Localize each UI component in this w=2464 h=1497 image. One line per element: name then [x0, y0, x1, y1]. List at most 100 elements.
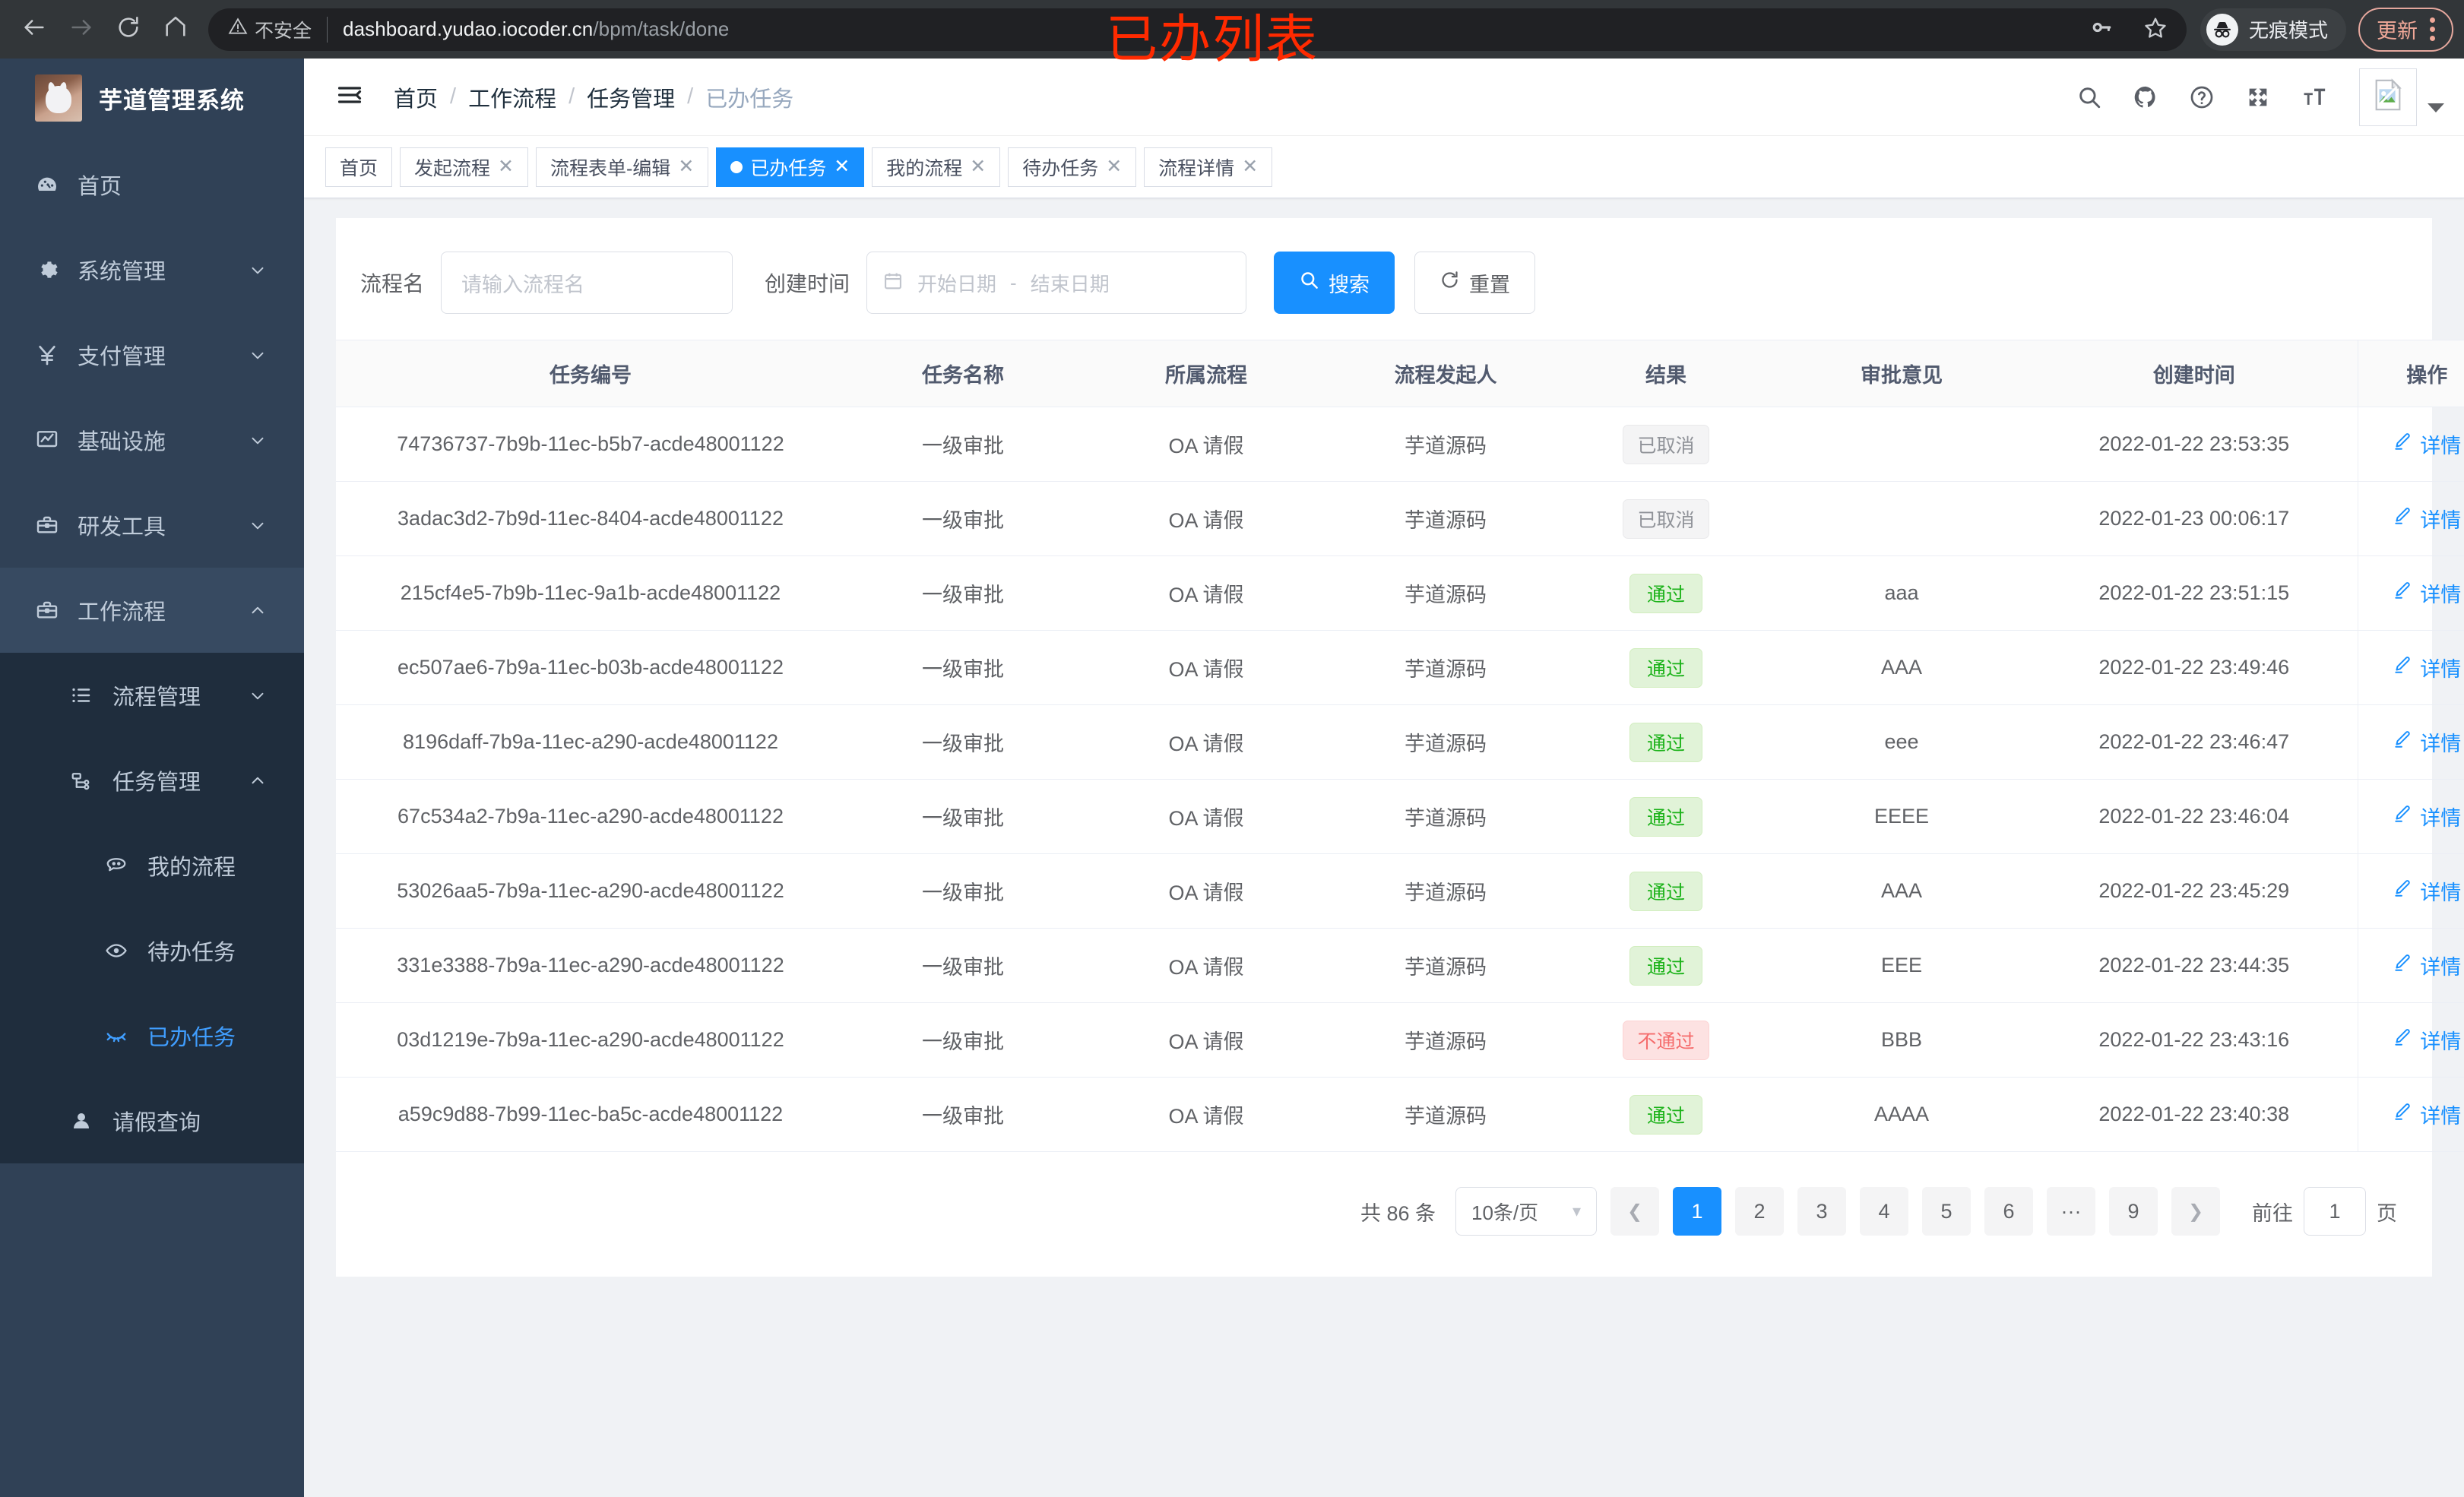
jump-page-input[interactable]: 1: [2304, 1187, 2366, 1236]
sidebar-item-my-process[interactable]: 我的流程: [0, 823, 304, 908]
cell-task-name: 一级审批: [845, 779, 1081, 854]
tab-my-process[interactable]: 我的流程 ✕: [872, 147, 1001, 187]
close-icon[interactable]: ✕: [1242, 156, 1259, 177]
detail-button[interactable]: 详情: [2393, 1100, 2461, 1129]
page-size-select[interactable]: 10条/页 ▾: [1455, 1187, 1597, 1236]
sidebar-item-done-task[interactable]: 已办任务: [0, 993, 304, 1078]
incognito-indicator[interactable]: 无痕模式: [2200, 8, 2346, 51]
detail-button[interactable]: 详情: [2393, 727, 2461, 757]
breadcrumb-item-2[interactable]: 任务管理: [587, 87, 676, 112]
pagination-page-4[interactable]: 4: [1860, 1187, 1908, 1236]
sidebar-item-dev-tools[interactable]: 研发工具: [0, 483, 304, 568]
close-icon[interactable]: ✕: [498, 156, 514, 177]
close-icon[interactable]: ✕: [834, 156, 850, 177]
security-indicator[interactable]: 不安全: [228, 16, 312, 43]
detail-button[interactable]: 详情: [2393, 578, 2461, 608]
avatar[interactable]: [2359, 68, 2417, 126]
sidebar-item-leave-query[interactable]: 请假查询: [0, 1078, 304, 1163]
reset-button-label: 重置: [1469, 273, 1511, 296]
pagination-ellipsis[interactable]: ···: [2047, 1187, 2095, 1236]
pagination-next-button[interactable]: ❯: [2171, 1187, 2220, 1236]
cell-task-name: 一级审批: [845, 555, 1081, 631]
back-arrow-icon: [21, 14, 47, 44]
pagination-page-6[interactable]: 6: [1984, 1187, 2033, 1236]
process-name-input[interactable]: 请输入流程名: [441, 252, 733, 314]
pagination: 共 86 条 10条/页 ▾ ❮ 1 2 3 4 5 6 ··· 9 ❯: [336, 1152, 2432, 1277]
key-icon[interactable]: [2091, 16, 2114, 43]
kebab-menu-icon[interactable]: [2424, 17, 2441, 41]
reload-button[interactable]: [105, 6, 152, 53]
sidebar-item-home[interactable]: 首页: [0, 142, 304, 227]
fullscreen-icon[interactable]: [2230, 69, 2286, 125]
sidebar-item-todo-task[interactable]: 待办任务: [0, 908, 304, 993]
back-button[interactable]: [11, 6, 58, 53]
status-badge: 通过: [1629, 573, 1702, 613]
detail-button[interactable]: 详情: [2393, 429, 2461, 459]
sidebar-toggle-button[interactable]: [333, 81, 366, 114]
edit-pencil-icon: [2393, 730, 2412, 755]
tab-process-form-edit[interactable]: 流程表单-编辑 ✕: [535, 147, 709, 187]
tab-todo-task[interactable]: 待办任务 ✕: [1008, 147, 1137, 187]
sidebar-item-infrastructure[interactable]: 基础设施: [0, 397, 304, 483]
pagination-page-1[interactable]: 1: [1673, 1187, 1721, 1236]
address-bar[interactable]: 不安全 dashboard.yudao.iocoder.cn/bpm/task/…: [208, 8, 2187, 51]
detail-button[interactable]: 详情: [2393, 504, 2461, 533]
close-icon[interactable]: ✕: [1106, 156, 1123, 177]
cell-process: OA 请假: [1081, 928, 1332, 1003]
start-date-placeholder[interactable]: 开始日期: [917, 272, 997, 296]
sidebar-item-payment-management[interactable]: 支付管理: [0, 312, 304, 397]
tab-process-detail[interactable]: 流程详情 ✕: [1144, 147, 1273, 187]
tab-label: 首页: [340, 157, 378, 179]
pagination-page-2[interactable]: 2: [1735, 1187, 1784, 1236]
create-time-range-picker[interactable]: 开始日期 - 结束日期: [866, 252, 1247, 314]
sidebar-item-task-management[interactable]: 任务管理: [0, 738, 304, 823]
pagination-page-5[interactable]: 5: [1922, 1187, 1971, 1236]
detail-label: 详情: [2420, 881, 2462, 904]
home-button[interactable]: [152, 6, 199, 53]
breadcrumb-item-0[interactable]: 首页: [394, 87, 439, 112]
cell-operation: 详情: [2357, 928, 2464, 1003]
forward-button[interactable]: [58, 6, 105, 53]
cell-operation: 详情: [2357, 704, 2464, 780]
pagination-page-9[interactable]: 9: [2109, 1187, 2158, 1236]
cell-create-time: 2022-01-22 23:49:46: [2031, 630, 2358, 705]
user-icon: [70, 1109, 112, 1132]
bookmark-star-icon[interactable]: [2144, 16, 2167, 43]
tab-start-process[interactable]: 发起流程 ✕: [400, 147, 528, 187]
tab-label: 已办任务: [750, 157, 827, 179]
chevron-down-icon: [246, 260, 269, 280]
tab-label: 流程表单-编辑: [549, 157, 671, 179]
sidebar-item-workflow[interactable]: 工作流程: [0, 568, 304, 653]
close-icon[interactable]: ✕: [678, 156, 695, 177]
cell-task-id: 331e3388-7b9a-11ec-a290-acde48001122: [336, 928, 845, 1003]
search-icon[interactable]: [2061, 69, 2117, 125]
font-size-icon[interactable]: [2286, 69, 2342, 125]
task-node-icon: [70, 769, 112, 792]
github-icon[interactable]: [2117, 69, 2174, 125]
chevron-right-icon: ❯: [2187, 1201, 2204, 1222]
user-menu[interactable]: [2359, 68, 2444, 126]
end-date-placeholder[interactable]: 结束日期: [1030, 272, 1110, 296]
status-badge: 已取消: [1623, 424, 1709, 464]
detail-button[interactable]: 详情: [2393, 951, 2461, 980]
pagination-prev-button[interactable]: ❮: [1610, 1187, 1659, 1236]
list-icon: [70, 684, 112, 707]
brand[interactable]: 芋道管理系统: [0, 59, 304, 138]
breadcrumb-item-1[interactable]: 工作流程: [468, 87, 557, 112]
detail-button[interactable]: 详情: [2393, 653, 2461, 682]
help-circle-icon[interactable]: [2174, 69, 2230, 125]
tab-done-task[interactable]: 已办任务 ✕: [716, 147, 865, 187]
sidebar-item-system-management[interactable]: 系统管理: [0, 227, 304, 312]
close-icon[interactable]: ✕: [970, 156, 987, 177]
search-button[interactable]: 搜索: [1274, 252, 1395, 314]
cell-process: OA 请假: [1081, 853, 1332, 929]
detail-button[interactable]: 详情: [2393, 802, 2461, 831]
tab-home[interactable]: 首页: [325, 147, 393, 187]
reset-button[interactable]: 重置: [1414, 252, 1536, 314]
cell-process: OA 请假: [1081, 481, 1332, 556]
detail-button[interactable]: 详情: [2393, 876, 2461, 906]
pagination-page-3[interactable]: 3: [1797, 1187, 1846, 1236]
sidebar-item-process-management[interactable]: 流程管理: [0, 653, 304, 738]
update-button[interactable]: 更新: [2358, 7, 2453, 52]
detail-button[interactable]: 详情: [2393, 1025, 2461, 1055]
